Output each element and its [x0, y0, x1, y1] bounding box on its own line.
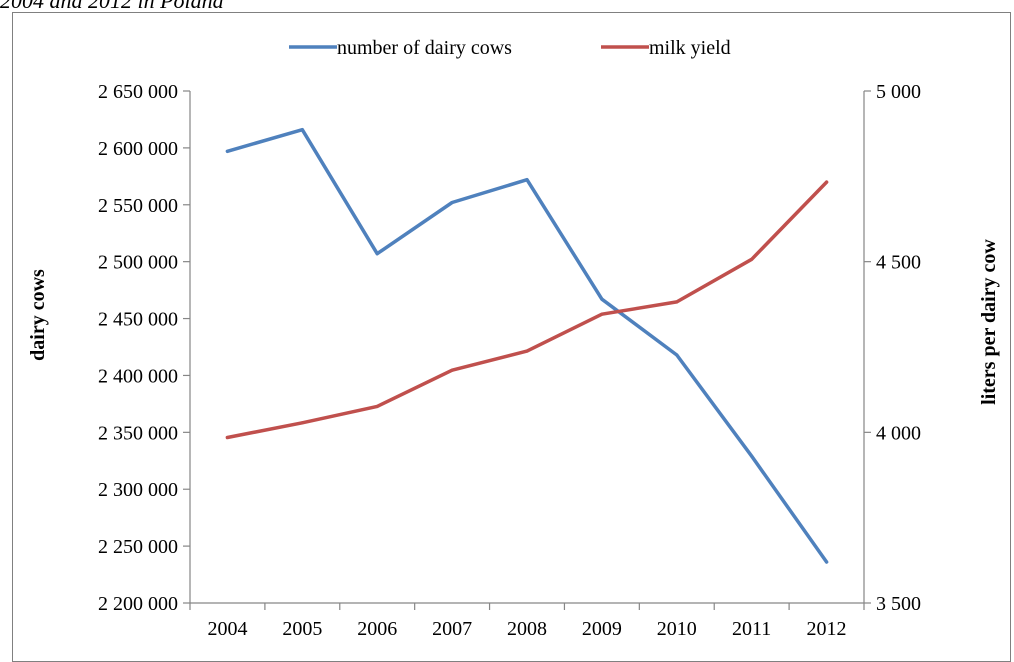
x-tick-label: 2004: [207, 618, 247, 640]
left-tick-label: 2 400 000: [98, 365, 178, 387]
x-tick-label: 2012: [807, 618, 847, 640]
legend: number of dairy cows milk yield: [289, 37, 731, 59]
x-tick-label: 2006: [357, 618, 397, 640]
x-tick-label: 2005: [282, 618, 322, 640]
dairy-cows-data-point: [300, 128, 304, 132]
left-axis-title: dairy cows: [27, 269, 49, 361]
x-tick-label: 2008: [507, 618, 547, 640]
milk-yield-data-point: [675, 300, 679, 304]
milk-yield-data-point: [450, 368, 454, 372]
milk-yield-data-point: [750, 257, 754, 261]
x-tick-label: 2009: [582, 618, 622, 640]
milk-yield-data-point: [825, 180, 829, 184]
chart-caption: 2004 and 2012 in Poland: [0, 0, 224, 13]
milk-yield-data-point: [525, 349, 529, 353]
milk-yield-legend-label: milk yield: [649, 37, 731, 59]
right-y-axis: 3 500 4 000 4 500 5 000: [863, 81, 921, 615]
dairy-cows-data-point: [225, 149, 229, 153]
dairy-cows-data-point: [600, 297, 604, 301]
dairy-cows-data-point: [750, 454, 754, 458]
milk-yield-series-line: [225, 180, 829, 440]
left-tick-label: 2 350 000: [98, 422, 178, 444]
dairy-cows-data-point: [450, 201, 454, 205]
left-tick-label: 2 450 000: [98, 309, 178, 331]
x-axis: 2004 2005 2006 2007 2008 2009 2010 2011 2012: [189, 602, 865, 640]
milk-yield-data-point: [225, 435, 229, 439]
dairy-cows-data-point: [375, 252, 379, 256]
dairy-cows-data-point: [825, 560, 829, 564]
right-tick-label: 4 500: [876, 252, 921, 274]
left-tick-label: 2 250 000: [98, 536, 178, 558]
dairy-cows-data-point: [525, 178, 529, 182]
milk-yield-data-point: [600, 312, 604, 316]
left-tick-label: 2 650 000: [98, 81, 178, 103]
series-layer: [225, 127, 829, 564]
right-tick-label: 5 000: [876, 81, 921, 103]
dairy-cows-data-point: [675, 353, 679, 357]
dairy-cows-legend-label: number of dairy cows: [337, 37, 512, 59]
x-tick-label: 2011: [732, 618, 771, 640]
left-tick-label: 2 200 000: [98, 593, 178, 615]
left-tick-label: 2 600 000: [98, 138, 178, 160]
right-axis-title: liters per dairy cow: [978, 239, 1000, 405]
right-tick-label: 3 500: [876, 593, 921, 615]
left-tick-label: 2 500 000: [98, 252, 178, 274]
milk-yield-data-point: [375, 404, 379, 408]
left-tick-label: 2 550 000: [98, 195, 178, 217]
left-y-axis: 2 200 000 2 250 000 2 300 000 2 350 000 2 40…: [98, 81, 191, 615]
x-tick-label: 2010: [657, 618, 697, 640]
dairy-cows-series-line: [225, 127, 829, 564]
left-tick-label: 2 300 000: [98, 479, 178, 501]
right-tick-label: 4 000: [876, 422, 921, 444]
milk-yield-data-point: [300, 421, 304, 425]
x-tick-label: 2007: [432, 618, 472, 640]
